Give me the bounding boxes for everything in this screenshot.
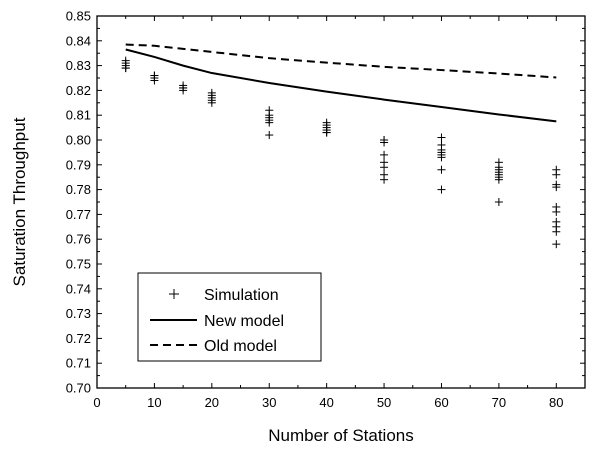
legend: Simulation New model Old model (137, 272, 322, 362)
simulation-point (552, 170, 561, 179)
simulation-point (552, 227, 561, 236)
y-tick-label: 0.81 (66, 108, 91, 123)
y-tick-label: 0.78 (66, 182, 91, 197)
old-model-series (125, 43, 557, 79)
new-model-series (125, 48, 557, 123)
simulation-point (179, 86, 188, 95)
simulation-point (437, 133, 446, 142)
simulation-point (552, 240, 561, 249)
y-tick-label: 0.75 (66, 257, 91, 272)
y-tick-label: 0.79 (66, 157, 91, 172)
simulation-point (121, 64, 130, 73)
simulation-point (552, 207, 561, 216)
y-tick-label: 0.72 (66, 331, 91, 346)
x-axis-label: Number of Stations (268, 426, 414, 445)
x-tick-label: 50 (377, 395, 391, 410)
series-line (125, 48, 557, 123)
simulation-point (380, 138, 389, 147)
x-tick-label: 20 (205, 395, 219, 410)
y-tick-label: 0.84 (66, 33, 91, 48)
simulation-point (380, 150, 389, 159)
x-tick-label: 70 (492, 395, 506, 410)
axis-ticks: 0 10 20 30 40 50 60 70 80 0.70 0.71 0.72 0.73 0.74 0.7… (66, 9, 585, 410)
y-tick-label: 0.76 (66, 232, 91, 247)
simulation-point (494, 198, 503, 206)
simulation-point (265, 131, 274, 140)
simulation-point (265, 118, 274, 127)
y-tick-label: 0.70 (66, 381, 91, 396)
plot-frame (96, 15, 586, 389)
legend-label-simulation: Simulation (204, 287, 279, 304)
y-tick-label: 0.82 (66, 83, 91, 98)
y-tick-label: 0.80 (66, 133, 91, 148)
series-line (125, 43, 557, 79)
simulation-point (437, 185, 446, 194)
legend-box (137, 272, 322, 362)
y-axis-label: Saturation Throughput (10, 117, 29, 286)
simulation-point (552, 183, 561, 192)
simulation-point (380, 175, 389, 184)
y-tick-label: 0.77 (66, 207, 91, 222)
y-tick-label: 0.71 (66, 356, 91, 371)
y-tick-label: 0.85 (66, 9, 91, 24)
simulation-point (380, 163, 389, 172)
y-tick-label: 0.83 (66, 58, 91, 73)
simulation-point (150, 76, 159, 85)
simulation-point (437, 153, 446, 162)
x-tick-label: 10 (147, 395, 161, 410)
x-tick-label: 40 (319, 395, 333, 410)
y-tick-label: 0.74 (66, 281, 91, 296)
simulation-point (494, 175, 503, 184)
x-tick-label: 30 (262, 395, 276, 410)
simulation-point (437, 165, 446, 174)
legend-label-old-model: Old model (204, 338, 277, 355)
simulation-point (322, 128, 331, 137)
simulation-point (207, 98, 216, 107)
x-tick-label: 60 (434, 395, 448, 410)
x-tick-label: 80 (549, 395, 563, 410)
x-tick-label: 0 (93, 395, 100, 410)
legend-marker-simulation (169, 289, 179, 299)
y-tick-label: 0.73 (66, 306, 91, 321)
simulation-series (121, 56, 561, 249)
legend-label-new-model: New model (204, 313, 284, 330)
